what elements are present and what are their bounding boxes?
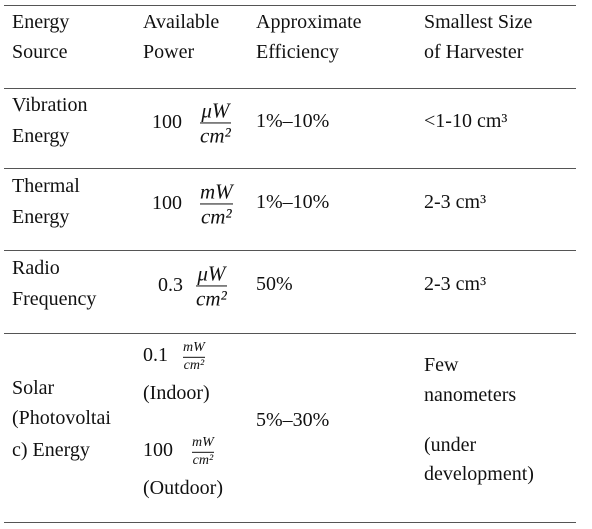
source-cell: Vibration [12,94,88,116]
rule [4,168,576,169]
power-note: (Indoor) [143,382,210,404]
source-cell: c) Energy [12,439,90,461]
rule [4,333,576,334]
size-cell: 2-3 cm³ [424,191,487,213]
fraction: μW cm² [200,98,231,148]
header-cell: Energy [12,11,70,33]
power-note: (Outdoor) [143,477,223,499]
denominator: cm² [196,286,227,311]
power-amount: 100 [152,111,182,133]
source-cell: Thermal [12,175,80,197]
size-cell: <1-10 cm³ [424,110,508,132]
fraction: μW cm² [196,261,227,311]
fraction: mW cm² [192,434,214,468]
fraction-bar [200,122,231,124]
header-cell: Smallest Size [424,11,533,33]
fraction-bar [200,203,233,205]
numerator: mW [183,339,205,355]
fraction-bar [196,285,227,287]
denominator: cm² [200,123,231,148]
size-cell: development) [424,463,534,485]
fraction: mW cm² [183,339,205,373]
denominator: cm² [183,357,205,373]
fraction: mW cm² [200,179,233,229]
rule [4,88,576,89]
header-cell: Source [12,41,68,63]
source-cell: Energy [12,125,70,147]
header-cell: of Harvester [424,41,524,63]
size-cell: (under [424,434,477,456]
header-cell: Power [143,41,195,63]
size-cell: Few [424,354,459,376]
header-cell: Efficiency [256,41,339,63]
efficiency-cell: 1%–10% [256,110,330,132]
fraction-bar [192,451,214,453]
source-cell: (Photovoltai [12,407,111,429]
source-cell: Energy [12,206,70,228]
fraction-bar [183,356,205,358]
denominator: cm² [200,204,232,229]
header-cell: Approximate [256,11,362,33]
power-amount: 0.3 [158,274,183,296]
efficiency-cell: 5%–30% [256,409,330,431]
size-cell: nanometers [424,384,517,406]
header-cell: Available [143,11,220,33]
denominator: cm² [192,452,214,468]
size-cell: 2-3 cm³ [424,273,487,295]
numerator: μW [197,261,226,286]
rule [4,522,576,523]
rule [4,250,576,251]
efficiency-cell: 1%–10% [256,191,330,213]
power-amount: 0.1 [143,344,168,366]
numerator: μW [201,98,230,123]
numerator: mW [192,434,214,450]
source-cell: Solar [12,377,55,399]
rule [4,5,576,6]
power-amount: 100 [152,192,182,214]
numerator: mW [200,179,233,204]
power-amount: 100 [143,439,173,461]
source-cell: Frequency [12,288,97,310]
efficiency-cell: 50% [256,273,293,295]
source-cell: Radio [12,257,60,279]
